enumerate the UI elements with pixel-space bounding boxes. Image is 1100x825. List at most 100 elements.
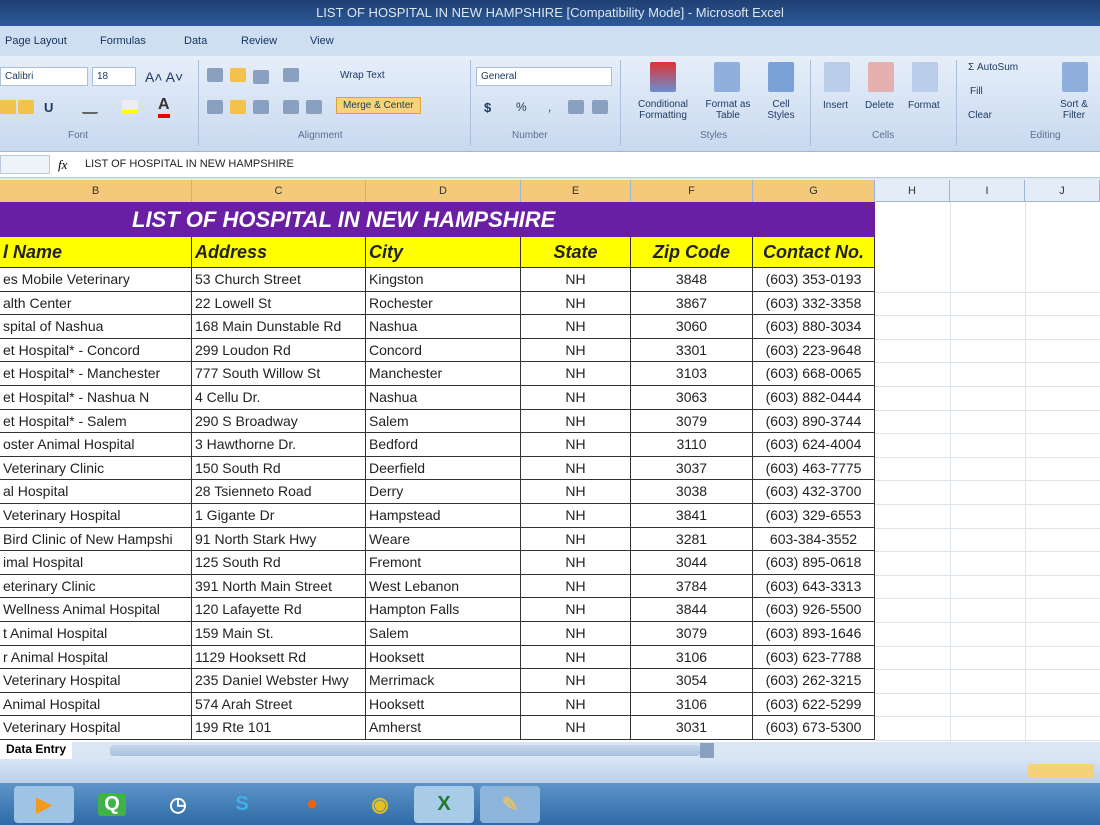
cell-contact[interactable]: (603) 643-3313 — [753, 574, 875, 599]
cell-contact[interactable]: (603) 463-7775 — [753, 456, 875, 481]
fill-color-icon[interactable] — [122, 100, 138, 114]
cell-address[interactable]: 299 Loudon Rd — [192, 338, 366, 363]
cell-name[interactable]: al Hospital — [0, 480, 192, 504]
cell-zip[interactable]: 3037 — [631, 456, 753, 481]
cell-zip[interactable]: 3079 — [631, 622, 753, 646]
cell-city[interactable]: Hooksett — [366, 692, 521, 717]
header-name[interactable]: l Name — [0, 237, 192, 268]
cell-address[interactable]: 290 S Broadway — [192, 409, 366, 434]
cell-state[interactable]: NH — [521, 574, 631, 599]
tab-view[interactable]: View — [310, 35, 334, 47]
cell-address[interactable]: 235 Daniel Webster Hwy — [192, 669, 366, 693]
tab-data[interactable]: Data — [184, 35, 208, 47]
sheet-title[interactable]: LIST OF HOSPITAL IN NEW HAMPSHIRE — [0, 202, 875, 237]
cell-city[interactable]: Deerfield — [366, 456, 521, 481]
chrome-icon[interactable]: ◉ — [371, 794, 389, 816]
view-buttons[interactable] — [1028, 764, 1094, 778]
cell-state[interactable]: NH — [521, 433, 631, 457]
cell-address[interactable]: 391 North Main Street — [192, 574, 366, 599]
cell-zip[interactable]: 3844 — [631, 598, 753, 622]
column-header-f[interactable]: F — [631, 180, 753, 202]
cell-city[interactable]: Hooksett — [366, 645, 521, 670]
cell-city[interactable]: Derry — [366, 480, 521, 504]
align-left-icon[interactable] — [207, 100, 223, 114]
cell-state[interactable]: NH — [521, 409, 631, 434]
cell-name[interactable]: Veterinary Hospital — [0, 669, 192, 693]
cell-contact[interactable]: (603) 329-6553 — [753, 504, 875, 528]
cell-zip[interactable]: 3079 — [631, 409, 753, 434]
cell-zip[interactable]: 3054 — [631, 669, 753, 693]
cell-zip[interactable]: 3848 — [631, 268, 753, 292]
cell-contact[interactable]: (603) 893-1646 — [753, 622, 875, 646]
cell-city[interactable]: Kingston — [366, 268, 521, 292]
cell-state[interactable]: NH — [521, 669, 631, 693]
cell-contact[interactable]: (603) 668-0065 — [753, 362, 875, 386]
cell-state[interactable]: NH — [521, 386, 631, 410]
cell-contact[interactable]: (603) 332-3358 — [753, 291, 875, 316]
cell-name[interactable]: et Hospital* - Salem — [0, 409, 192, 434]
cell-contact[interactable]: (603) 623-7788 — [753, 645, 875, 670]
cell-city[interactable]: Manchester — [366, 362, 521, 386]
header-address[interactable]: Address — [192, 237, 366, 268]
cell-zip[interactable]: 3867 — [631, 291, 753, 316]
cell-city[interactable]: West Lebanon — [366, 574, 521, 599]
increase-decimal-icon[interactable] — [568, 100, 584, 114]
name-box[interactable] — [0, 155, 50, 174]
cell-name[interactable]: Animal Hospital — [0, 692, 192, 717]
cell-contact[interactable]: (603) 622-5299 — [753, 692, 875, 717]
grow-font-icon[interactable]: A˄ A˅ — [145, 69, 184, 85]
cell-state[interactable]: NH — [521, 716, 631, 740]
column-header-d[interactable]: D — [366, 180, 521, 202]
cell-city[interactable]: Concord — [366, 338, 521, 363]
cell-contact[interactable]: (603) 895-0618 — [753, 551, 875, 575]
align-middle-icon[interactable] — [230, 68, 246, 82]
autosum-button[interactable]: Σ AutoSum — [968, 62, 1019, 73]
horizontal-scrollbar[interactable] — [110, 745, 700, 756]
tool-icon[interactable]: ✎ — [480, 786, 540, 823]
tab-page-layout[interactable]: Page Layout — [5, 35, 67, 47]
cell-contact[interactable]: (603) 673-5300 — [753, 716, 875, 740]
increase-indent-icon[interactable] — [306, 100, 322, 114]
cell-contact[interactable]: (603) 353-0193 — [753, 268, 875, 292]
fx-icon[interactable]: fx — [58, 157, 68, 172]
delete-button[interactable]: Delete — [865, 100, 894, 111]
cell-address[interactable]: 3 Hawthorne Dr. — [192, 433, 366, 457]
cell-city[interactable]: Salem — [366, 409, 521, 434]
cell-state[interactable]: NH — [521, 622, 631, 646]
cell-name[interactable]: oster Animal Hospital — [0, 433, 192, 457]
bold-icon[interactable] — [0, 100, 16, 114]
cell-name[interactable]: spital of Nashua — [0, 315, 192, 339]
cell-zip[interactable]: 3038 — [631, 480, 753, 504]
cell-address[interactable]: 1 Gigante Dr — [192, 504, 366, 528]
cell-zip[interactable]: 3044 — [631, 551, 753, 575]
cell-name[interactable]: Veterinary Hospital — [0, 716, 192, 740]
align-bottom-icon[interactable] — [253, 70, 269, 84]
cell-city[interactable]: Rochester — [366, 291, 521, 316]
cell-address[interactable]: 28 Tsienneto Road — [192, 480, 366, 504]
cell-name[interactable]: Veterinary Clinic — [0, 456, 192, 481]
align-right-icon[interactable] — [253, 100, 269, 114]
font-name-select[interactable]: Calibri — [0, 67, 88, 86]
currency-button[interactable]: $ — [484, 100, 492, 115]
cell-state[interactable]: NH — [521, 480, 631, 504]
italic-icon[interactable] — [18, 100, 34, 114]
cell-state[interactable]: NH — [521, 268, 631, 292]
cell-address[interactable]: 120 Lafayette Rd — [192, 598, 366, 622]
clear-button[interactable]: Clear — [968, 110, 992, 121]
cell-contact[interactable]: (603) 926-5500 — [753, 598, 875, 622]
align-top-icon[interactable] — [207, 68, 223, 82]
tab-formulas[interactable]: Formulas — [100, 35, 146, 47]
skype-icon[interactable]: S — [235, 793, 249, 815]
cell-zip[interactable]: 3784 — [631, 574, 753, 599]
cell-state[interactable]: NH — [521, 598, 631, 622]
format-as-table-button[interactable]: Format as Table — [705, 99, 751, 121]
header-contact[interactable]: Contact No. — [753, 237, 875, 268]
cell-name[interactable]: es Mobile Veterinary — [0, 268, 192, 292]
media-player-icon[interactable]: ▶ — [14, 786, 74, 823]
cell-address[interactable]: 574 Arah Street — [192, 692, 366, 717]
font-size-select[interactable]: 18 — [92, 67, 136, 86]
cell-city[interactable]: Salem — [366, 622, 521, 646]
cell-zip[interactable]: 3281 — [631, 527, 753, 552]
cell-address[interactable]: 22 Lowell St — [192, 291, 366, 316]
cell-contact[interactable]: (603) 882-0444 — [753, 386, 875, 410]
